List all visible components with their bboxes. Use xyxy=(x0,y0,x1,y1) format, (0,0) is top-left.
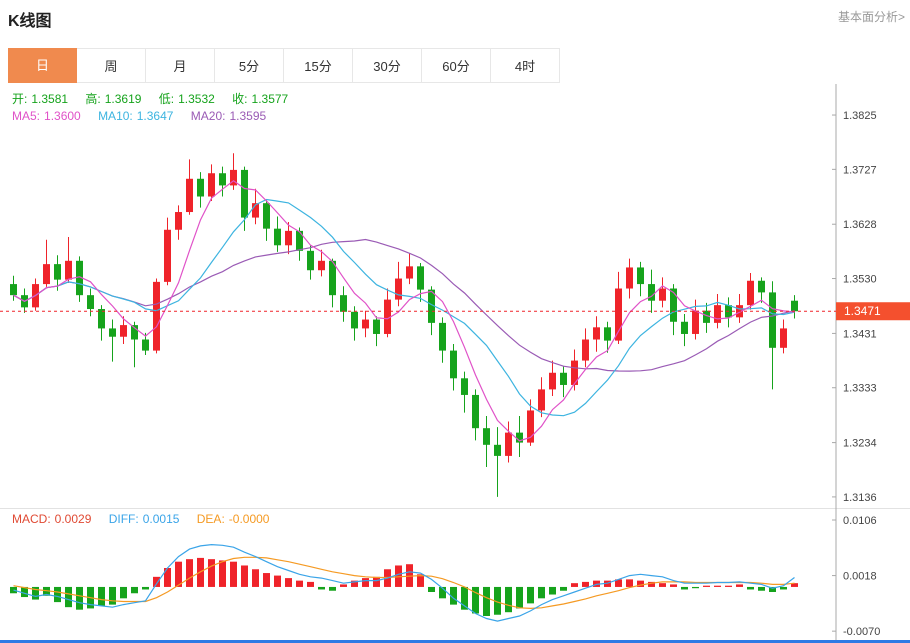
bottom-accent-bar xyxy=(0,640,910,643)
svg-text:0.0106: 0.0106 xyxy=(843,515,877,527)
fundamental-analysis-link[interactable]: 基本面分析> xyxy=(837,10,905,24)
tab-5分[interactable]: 5分 xyxy=(215,48,284,83)
candles xyxy=(10,153,798,497)
tab-周[interactable]: 周 xyxy=(77,48,146,83)
tab-60分[interactable]: 60分 xyxy=(422,48,491,83)
macd-chart[interactable]: 0.0106 0.0018 -0.0070 xyxy=(0,508,910,640)
main-y-axis: 1.3825 1.3727 1.3628 1.3530 1.3431 1.3333 1.32… xyxy=(832,84,877,508)
page-title: K线图 xyxy=(8,13,52,30)
svg-text:-0.0070: -0.0070 xyxy=(843,626,880,638)
tab-日[interactable]: 日 xyxy=(8,48,77,83)
svg-text:1.3136: 1.3136 xyxy=(843,492,877,504)
dea-line xyxy=(13,556,795,610)
ma-lines xyxy=(13,180,795,442)
svg-text:1.3333: 1.3333 xyxy=(843,383,877,395)
tab-bar: 日周月 5分 15分 30分 60分 4时 xyxy=(8,48,560,83)
svg-text:1.3825: 1.3825 xyxy=(843,110,877,122)
tab-4时[interactable]: 4时 xyxy=(491,48,560,83)
tab-15分[interactable]: 15分 xyxy=(284,48,353,83)
current-price-badge xyxy=(836,302,910,321)
diff-line xyxy=(13,543,795,622)
tab-30分[interactable]: 30分 xyxy=(353,48,422,83)
svg-text:1.3234: 1.3234 xyxy=(843,438,877,450)
tab-月[interactable]: 月 xyxy=(146,48,215,83)
svg-text:0.0018: 0.0018 xyxy=(843,571,877,583)
svg-text:1.3471: 1.3471 xyxy=(844,304,881,318)
svg-text:1.3530: 1.3530 xyxy=(843,274,877,286)
main-chart[interactable]: 1.3825 1.3727 1.3628 1.3530 1.3431 1.3333 1.32… xyxy=(0,84,910,508)
svg-text:1.3727: 1.3727 xyxy=(843,164,877,176)
macd-y-axis: 0.0106 0.0018 -0.0070 xyxy=(832,508,880,640)
macd-histogram xyxy=(10,557,798,616)
chart-area: 1.3825 1.3727 1.3628 1.3530 1.3431 1.3333 1.32… xyxy=(0,84,910,640)
svg-text:1.3628: 1.3628 xyxy=(843,219,877,231)
svg-text:1.3431: 1.3431 xyxy=(843,328,877,340)
